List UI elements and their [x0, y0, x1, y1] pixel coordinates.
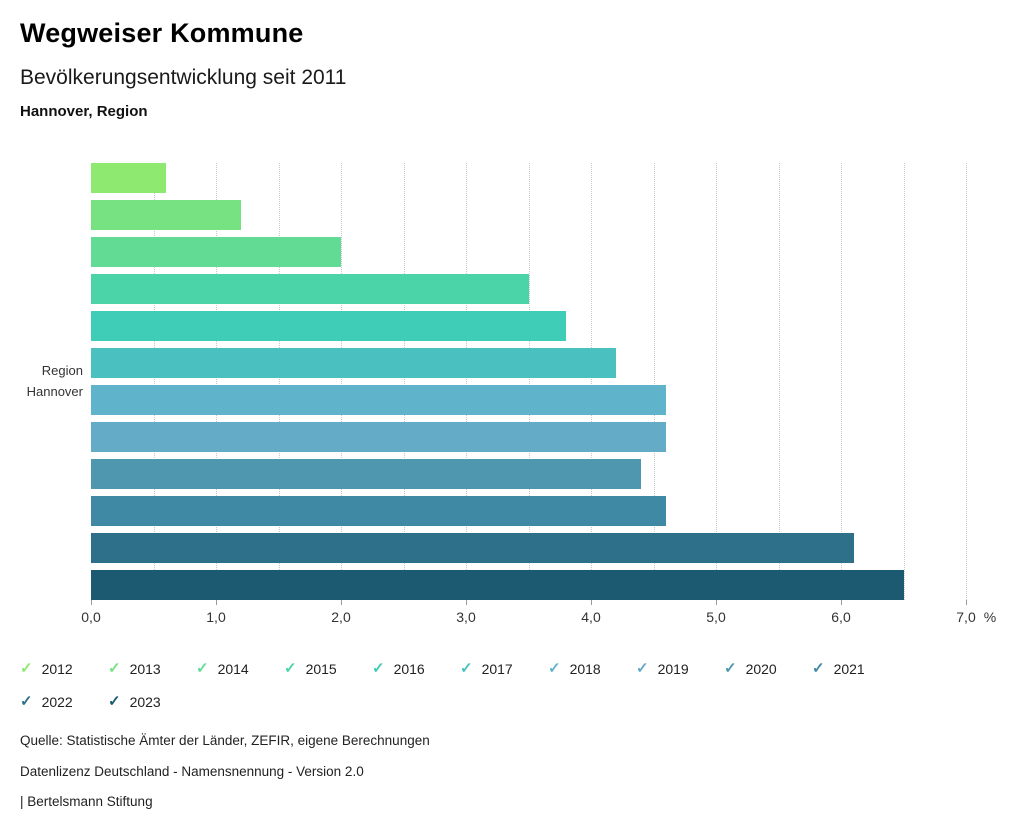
check-icon: ✓	[724, 660, 737, 677]
legend-item-2012[interactable]: ✓ 2012	[20, 658, 108, 679]
attribution-text: | Bertelsmann Stiftung	[20, 794, 153, 809]
bar-2015[interactable]	[91, 274, 529, 304]
x-tick-label: 2,0	[331, 609, 351, 625]
x-tick-label: 1,0	[206, 609, 226, 625]
bar-2023[interactable]	[91, 570, 904, 600]
x-axis-unit-label: %	[983, 609, 997, 625]
gridline	[403, 163, 405, 600]
x-tick-mark	[91, 600, 92, 605]
y-axis-label-line1: Region	[41, 363, 83, 378]
region-label: Hannover, Region	[20, 103, 148, 120]
gridline	[216, 163, 217, 600]
legend-item-2020[interactable]: ✓ 2020	[724, 658, 812, 679]
legend: ✓ 2012 ✓ 2013 ✓ 2014 ✓ 2015 ✓ 2016 ✓ 2017 ✓ 2018 ✓ 2019…	[20, 658, 902, 712]
legend-item-label: 2022	[41, 693, 73, 710]
x-tick-label: 5,0	[706, 609, 726, 625]
gridline	[653, 163, 655, 600]
gridline	[591, 163, 592, 600]
chart-subtitle: Bevölkerungsentwicklung seit 2011	[20, 66, 347, 89]
x-tick-mark	[591, 600, 592, 605]
legend-item-label: 2021	[833, 660, 865, 677]
y-axis-label: Region Hannover	[0, 360, 83, 402]
check-icon: ✓	[108, 693, 121, 710]
legend-item-label: 2015	[305, 660, 337, 677]
source-text: Quelle: Statistische Ämter der Länder, Z…	[20, 733, 430, 748]
check-icon: ✓	[20, 693, 33, 710]
legend-item-label: 2019	[657, 660, 689, 677]
plot-area	[91, 163, 967, 600]
y-axis-label-line2: Hannover	[26, 384, 83, 399]
gridline	[716, 163, 717, 600]
legend-item-label: 2018	[569, 660, 601, 677]
license-text: Datenlizenz Deutschland - Namensnennung …	[20, 764, 364, 779]
check-icon: ✓	[284, 660, 297, 677]
legend-item-label: 2017	[481, 660, 513, 677]
page-title: Wegweiser Kommune	[20, 18, 304, 48]
bar-2012[interactable]	[91, 163, 166, 193]
gridline	[903, 163, 905, 600]
x-tick-label: 7,0	[956, 609, 976, 625]
gridline	[341, 163, 342, 600]
x-axis: % 0,0 1,0 2,0 3,0 4,0 5,0 6,0 7,0	[81, 600, 996, 634]
legend-item-2018[interactable]: ✓ 2018	[548, 658, 636, 679]
x-tick-mark	[341, 600, 342, 605]
gridline	[778, 163, 780, 600]
bars	[91, 163, 966, 600]
bar-2019[interactable]	[91, 422, 666, 452]
bar-2018[interactable]	[91, 385, 666, 415]
check-icon: ✓	[548, 660, 561, 677]
check-icon: ✓	[460, 660, 473, 677]
check-icon: ✓	[20, 660, 33, 677]
check-icon: ✓	[636, 660, 649, 677]
bar-2014[interactable]	[91, 237, 341, 267]
gridline	[466, 163, 467, 600]
x-tick-mark	[966, 600, 967, 605]
check-icon: ✓	[196, 660, 209, 677]
legend-item-label: 2012	[41, 660, 73, 677]
gridline	[528, 163, 530, 600]
gridline	[966, 163, 967, 600]
bar-2013[interactable]	[91, 200, 241, 230]
check-icon: ✓	[372, 660, 385, 677]
bar-2022[interactable]	[91, 533, 854, 563]
x-tick-mark	[216, 600, 217, 605]
legend-item-label: 2013	[129, 660, 161, 677]
legend-item-2016[interactable]: ✓ 2016	[372, 658, 460, 679]
gridline	[153, 163, 155, 600]
bar-2016[interactable]	[91, 311, 566, 341]
x-tick-label: 4,0	[581, 609, 601, 625]
x-tick-label: 3,0	[456, 609, 476, 625]
x-tick-mark	[716, 600, 717, 605]
check-icon: ✓	[812, 660, 825, 677]
legend-item-2019[interactable]: ✓ 2019	[636, 658, 724, 679]
legend-item-2013[interactable]: ✓ 2013	[108, 658, 196, 679]
x-tick-mark	[466, 600, 467, 605]
legend-item-2014[interactable]: ✓ 2014	[196, 658, 284, 679]
check-icon: ✓	[108, 660, 121, 677]
legend-item-2022[interactable]: ✓ 2022	[20, 691, 108, 712]
legend-item-2023[interactable]: ✓ 2023	[108, 691, 196, 712]
legend-item-2021[interactable]: ✓ 2021	[812, 658, 900, 679]
legend-item-label: 2014	[217, 660, 249, 677]
gridline	[841, 163, 842, 600]
gridline	[278, 163, 280, 600]
bar-2020[interactable]	[91, 459, 641, 489]
header: Wegweiser Kommune Bevölkerungsentwicklun…	[20, 18, 346, 120]
x-tick-label: 6,0	[831, 609, 851, 625]
x-tick-label: 0,0	[81, 609, 101, 625]
legend-item-2015[interactable]: ✓ 2015	[284, 658, 372, 679]
legend-item-2017[interactable]: ✓ 2017	[460, 658, 548, 679]
x-tick-mark	[841, 600, 842, 605]
legend-item-label: 2016	[393, 660, 425, 677]
legend-item-label: 2023	[129, 693, 161, 710]
bar-2017[interactable]	[91, 348, 616, 378]
legend-item-label: 2020	[745, 660, 777, 677]
bar-2021[interactable]	[91, 496, 666, 526]
